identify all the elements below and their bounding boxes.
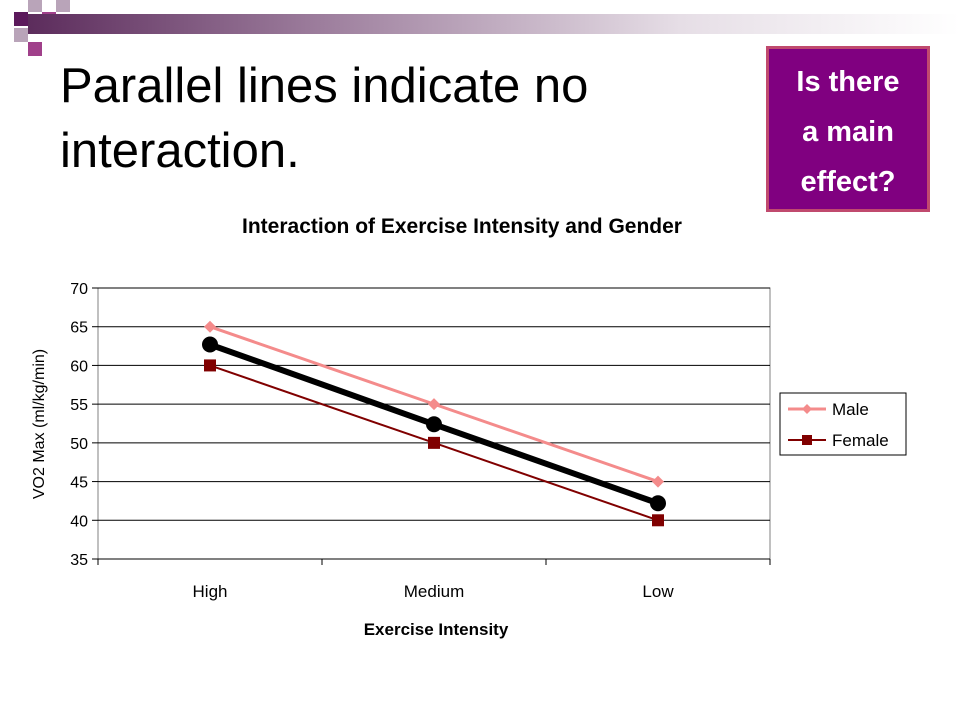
y-tick-label: 35 [70,552,88,569]
deco-square-5 [14,28,28,42]
legend-label: Male [832,400,869,419]
data-point-square [428,436,440,449]
y-tick-label: 50 [70,436,88,453]
data-point-square [802,435,812,445]
data-point-diamond [802,404,812,414]
header-gradient-bar [28,14,960,34]
data-point-circle [650,495,666,512]
legend-label: Female [832,431,889,450]
slide-title: Parallel lines indicate no interaction. [60,59,589,179]
y-tick-label: 65 [70,320,88,337]
legend-frame [779,392,907,456]
callout-line-1: Is there [796,66,900,98]
data-point-diamond [652,475,664,488]
deco-square-6 [28,42,42,56]
chart-title: Interaction of Exercise Intensity and Ge… [242,215,682,238]
data-point-square [652,514,664,527]
deco-square-4 [56,0,70,12]
x-tick-label: Medium [404,582,464,601]
deco-square-1 [14,12,28,26]
data-point-circle [426,416,442,433]
plot-area: 35 40 45 50 55 60 65 70 High Medium Low [70,281,771,601]
y-tick-label: 45 [70,475,88,492]
x-tick-label: High [193,582,228,601]
x-tick-label: Low [642,582,674,601]
data-point-diamond [428,398,440,411]
x-axis-label: Exercise Intensity [364,620,509,639]
deco-square-2 [28,0,42,12]
legend: Male Female [779,392,907,456]
data-point-square [204,359,216,372]
data-point-circle [202,336,218,353]
y-tick-label: 40 [70,513,88,530]
callout-box: Is there a main effect? [766,46,930,212]
callout-line-2: a main [802,116,894,148]
y-tick-label: 55 [70,397,88,414]
y-tick-label: 70 [70,281,88,298]
y-axis-label: VO2 Max (ml/kg/min) [31,349,48,499]
data-point-diamond [204,320,216,333]
callout-line-3: effect? [800,166,896,198]
y-tick-label: 60 [70,358,88,375]
